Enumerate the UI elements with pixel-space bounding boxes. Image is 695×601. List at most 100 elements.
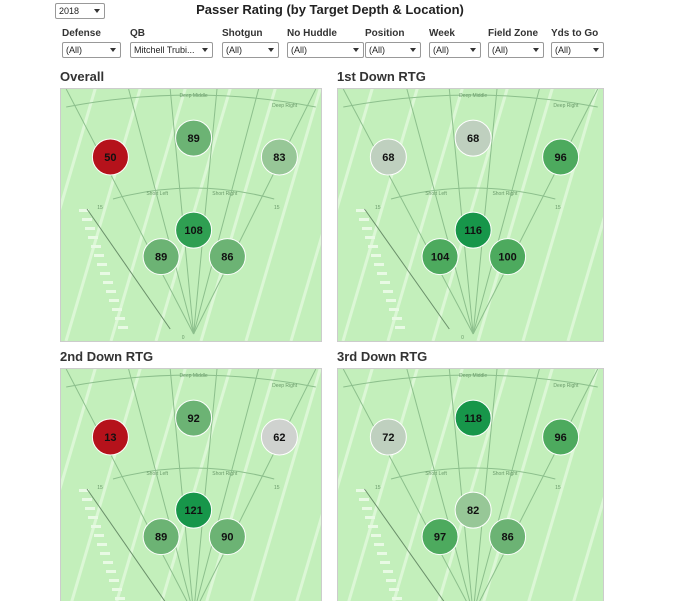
zone-rating: 68: [467, 133, 479, 145]
hash: [112, 588, 122, 591]
hash: [383, 290, 393, 293]
zone-rating: 86: [501, 531, 513, 543]
dropdown-arrow: [353, 48, 359, 52]
hash: [371, 534, 381, 537]
hash: [85, 227, 95, 230]
field-label: 15: [274, 205, 280, 211]
hash: [100, 552, 110, 555]
yard-line: [527, 369, 599, 601]
field-label: 15: [375, 485, 381, 491]
hash: [377, 272, 387, 275]
hash: [395, 326, 405, 329]
yard-line: [437, 369, 509, 601]
filter-label: No Huddle: [287, 28, 337, 39]
dropdown-arrow: [268, 48, 274, 52]
zone-line: [193, 89, 260, 335]
zone-circle: [91, 418, 129, 456]
filter-dropdown[interactable]: (All): [365, 42, 421, 58]
arrow: [410, 48, 416, 52]
zone-circle: [369, 418, 407, 456]
zone-circle: [489, 238, 527, 276]
zone-line: [448, 369, 473, 601]
year-value: 2018: [59, 6, 80, 16]
panel: Deep Middle Deep Right Short Left Short Rig…: [60, 88, 322, 342]
dropdown-arrow: [593, 48, 599, 52]
zone-line: [193, 89, 218, 335]
field-label: Short Left: [146, 471, 168, 477]
filter-label: Position: [365, 28, 405, 39]
year-dropdown[interactable]: 2018: [55, 3, 105, 19]
yard-line: [61, 89, 97, 211]
yard-line: [392, 369, 464, 601]
field: Deep Middle Deep Right Short Left Short Rig…: [338, 369, 603, 601]
zone-line: [448, 89, 474, 335]
zone-rating: 13: [104, 432, 116, 444]
filter-label: Defense: [62, 28, 101, 39]
filter-dropdown[interactable]: (All): [287, 42, 364, 58]
zone-line: [473, 369, 498, 601]
zone-circle: [175, 119, 213, 157]
zone-circle: [454, 491, 492, 529]
zone-rating: 118: [464, 413, 482, 425]
zone-circle: [542, 138, 580, 176]
filter-label: Shotgun: [222, 28, 263, 39]
panel-title: Overall: [60, 69, 105, 84]
hash: [115, 317, 125, 320]
yard-line: [431, 89, 509, 341]
arrow: [353, 48, 359, 52]
zone-line: [342, 89, 474, 335]
zone-rating: 116: [464, 225, 482, 237]
zone-line: [169, 89, 195, 335]
zone-arc: [343, 374, 598, 388]
yard-line: [70, 369, 142, 601]
yard-line: [289, 233, 321, 341]
hash: [94, 534, 104, 537]
hash: [380, 561, 390, 564]
zone-rating: 121: [184, 505, 202, 517]
zone-line: [476, 369, 540, 601]
zone-line: [196, 369, 260, 601]
yard-line: [64, 89, 142, 341]
hash: [115, 597, 125, 600]
filter-dropdown[interactable]: (All): [551, 42, 604, 58]
hash: [356, 209, 366, 212]
hash: [386, 579, 396, 582]
zone-circle: [260, 138, 298, 176]
zone-line: [194, 369, 218, 601]
hash: [365, 236, 375, 239]
hash: [374, 263, 384, 266]
arrow: [593, 48, 599, 52]
filter-dropdown[interactable]: Mitchell Trubi...: [130, 42, 213, 58]
panel-title: 3rd Down RTG: [337, 349, 428, 364]
field-label: 0: [182, 335, 185, 341]
zone-circle: [369, 138, 407, 176]
filter-dropdown[interactable]: (All): [62, 42, 121, 58]
dashboard-title: Passer Rating (by Target Depth & Locatio…: [196, 2, 464, 17]
zone-line: [128, 89, 195, 335]
field-label: Short Right: [212, 471, 238, 477]
filter-dropdown[interactable]: (All): [222, 42, 279, 58]
hash: [103, 561, 113, 564]
yard-line: [295, 513, 321, 601]
field-label: Deep Right: [553, 103, 579, 109]
filter-dropdown[interactable]: (All): [429, 42, 481, 58]
zone-rating: 83: [273, 152, 285, 164]
zone-line: [472, 89, 599, 335]
filter-value: Mitchell Trubi...: [134, 45, 195, 55]
yard-line: [109, 89, 187, 341]
filter-value: (All): [66, 45, 82, 55]
field-label: Short Left: [425, 471, 447, 477]
field-label: Deep Middle: [459, 373, 487, 379]
field-label: Short Right: [492, 471, 518, 477]
filter-dropdown[interactable]: (All): [488, 42, 544, 58]
zone-circle: [208, 238, 246, 276]
hash: [386, 299, 396, 302]
panel: Deep Middle Deep Right Short Left Short Rig…: [337, 368, 604, 601]
zone-rating: 62: [273, 432, 285, 444]
zone-rating: 89: [187, 133, 199, 145]
field-label: Deep Middle: [180, 373, 208, 379]
hash: [392, 317, 402, 320]
zone-circle: [454, 399, 492, 437]
panel-title: 2nd Down RTG: [60, 349, 154, 364]
zone-circle: [208, 518, 246, 556]
